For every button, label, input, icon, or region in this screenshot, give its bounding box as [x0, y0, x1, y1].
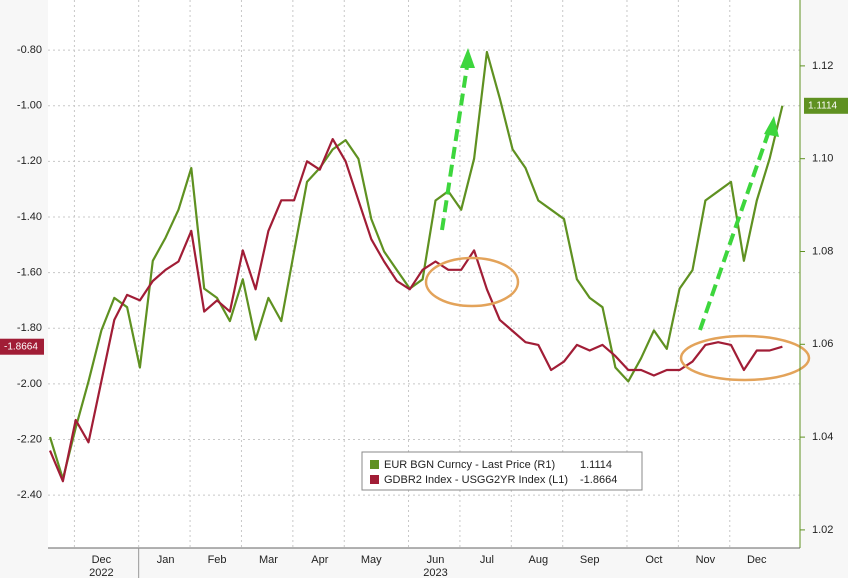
arrow-head [460, 48, 475, 68]
y-tick-label: -1.00 [17, 100, 42, 112]
x-tick-label: Oct [645, 554, 662, 566]
x-tick-label: Jan [157, 554, 175, 566]
last-value-label: 1.1114 [808, 100, 838, 111]
y2-tick-label: 1.06 [812, 338, 833, 350]
year-label: 2023 [423, 567, 447, 578]
year-label: 2022 [89, 567, 113, 578]
series-line [48, 138, 783, 483]
y2-tick-label: 1.02 [812, 524, 833, 536]
x-tick-label: Aug [529, 554, 549, 566]
x-tick-label: Apr [311, 554, 328, 566]
last-value-tag [0, 338, 44, 355]
legend-swatch [370, 475, 379, 484]
legend: EUR BGN Curncy - Last Price (R1) 1.1114 … [361, 451, 643, 491]
y2-tick-label: 1.12 [812, 60, 833, 72]
x-tick-label: Nov [696, 554, 716, 566]
y2-tick-label: 1.10 [812, 153, 833, 165]
legend-value: -1.8664 [580, 474, 617, 486]
last-value-label: -1.8664 [4, 341, 38, 352]
y-tick-label: -2.00 [17, 378, 42, 390]
x-tick-label: Dec [92, 554, 112, 566]
lines [48, 50, 784, 483]
y-tick-label: -1.60 [17, 267, 42, 279]
annotations [424, 48, 811, 382]
legend-label: GDBR2 Index - USGG2YR Index (L1) [384, 474, 568, 486]
x-tick-label: Feb [208, 554, 227, 566]
x-tick-label: Sep [580, 554, 600, 566]
legend-value: 1.1114 [580, 459, 612, 471]
x-tick-label: Jun [427, 554, 445, 566]
last-value-tag [804, 97, 848, 114]
y-tick-label: -1.40 [17, 211, 42, 223]
y-tick-label: -1.20 [17, 155, 42, 167]
highlight-ellipse [424, 256, 520, 308]
highlight-ellipse [679, 334, 811, 382]
x-tick-label: Mar [259, 554, 278, 566]
y-tick-label: -2.20 [17, 433, 42, 445]
grid [48, 0, 800, 548]
legend-box [361, 451, 643, 491]
trend-arrow [440, 59, 470, 231]
x-tick-label: May [361, 554, 382, 566]
arrow-head [764, 116, 779, 137]
x-tick-label: Jul [480, 554, 494, 566]
series-line [48, 50, 784, 480]
y-tick-label: -0.80 [17, 44, 42, 56]
y2-tick-label: 1.08 [812, 245, 833, 257]
y-tick-label: -2.40 [17, 489, 42, 501]
legend-label: EUR BGN Curncy - Last Price (R1) [384, 459, 555, 471]
y-tick-label: -1.80 [17, 322, 42, 334]
x-tick-label: Dec [747, 554, 767, 566]
legend-swatch [370, 460, 379, 469]
y2-tick-label: 1.04 [812, 431, 833, 443]
